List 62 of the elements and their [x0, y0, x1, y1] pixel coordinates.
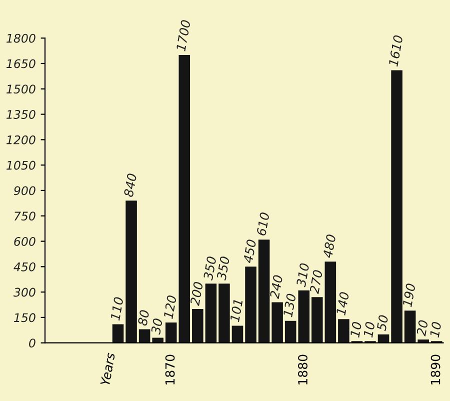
bar [232, 326, 244, 343]
bar [138, 329, 150, 343]
data-label: 80 [138, 310, 150, 326]
data-label: 1610 [388, 34, 404, 67]
bar [272, 302, 283, 343]
y-tick-label: 0 [29, 338, 36, 348]
data-label: 270 [309, 270, 323, 294]
data-label: 30 [150, 318, 163, 335]
y-tick-label: 1350 [6, 110, 36, 119]
y-tick-label: 1200 [6, 135, 36, 144]
bar [324, 262, 336, 343]
data-label: 10 [363, 322, 376, 338]
bar [112, 324, 124, 343]
data-label: 350 [203, 256, 216, 281]
bar [258, 240, 270, 343]
bar [418, 339, 429, 343]
data-label: 20 [416, 320, 428, 336]
bar [126, 200, 137, 343]
y-tick-label: 450 [14, 262, 36, 272]
data-label: 140 [336, 292, 350, 316]
bar [152, 338, 164, 343]
data-label: 190 [402, 283, 416, 308]
bar [404, 310, 416, 343]
x-tick-label: 1870 [165, 354, 175, 384]
y-tick-label: 1050 [6, 160, 36, 170]
data-label: 110 [110, 296, 124, 321]
text: Years [100, 352, 116, 386]
y-tick-label: 1650 [6, 59, 36, 68]
bar [338, 319, 350, 343]
bar [284, 320, 296, 343]
data-label: 10 [350, 322, 362, 338]
y-tick-label: 750 [14, 212, 36, 221]
data-label: 200 [190, 282, 204, 306]
y-tick-label: 600 [14, 236, 36, 246]
x-tick-label: 1880 [298, 354, 308, 384]
data-label: 450 [242, 239, 256, 264]
y-tick-label: 300 [13, 288, 36, 297]
bar [192, 308, 204, 343]
data-label: 130 [282, 293, 296, 318]
data-label: 840 [124, 173, 137, 198]
data-label: 120 [163, 295, 177, 319]
bar [298, 290, 310, 343]
y-tick-label: 1800 [6, 34, 36, 43]
bar [218, 284, 230, 343]
data-label: 480 [322, 234, 336, 258]
data-label: 240 [270, 274, 283, 300]
data-label: 1700 [176, 20, 191, 52]
bar [391, 70, 402, 343]
bar [205, 284, 217, 343]
bar [245, 266, 256, 343]
data-label: 101 [230, 300, 243, 322]
data-label: 610 [256, 212, 270, 236]
data-label: 350 [216, 256, 230, 281]
x-tick-label: 1890 [430, 354, 440, 384]
y-tick-label: 900 [14, 186, 36, 196]
y-tick-label: 1500 [6, 84, 36, 94]
data-label: 50 [376, 314, 388, 332]
y-tick-label: 150 [14, 313, 36, 322]
bar [378, 334, 390, 343]
bar [311, 297, 323, 343]
data-label: 10 [430, 322, 442, 338]
data-label: 310 [296, 262, 310, 288]
